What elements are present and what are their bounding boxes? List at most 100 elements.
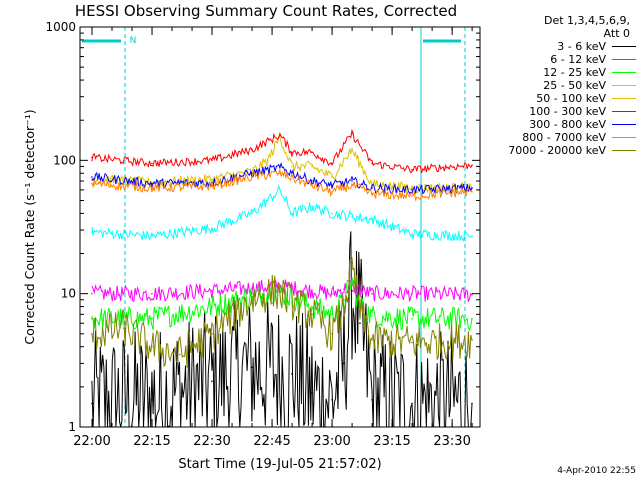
legend-entry: 100 - 300 keV: [486, 105, 636, 118]
y-tick-label: 100: [53, 153, 76, 167]
data-point: [411, 187, 413, 189]
legend-label: 7000 - 20000 keV: [508, 144, 606, 157]
data-point: [331, 162, 333, 165]
data-point: [371, 339, 373, 341]
legend-label: 12 - 25 keV: [543, 66, 606, 79]
data-point: [343, 362, 345, 365]
data-point: [91, 182, 93, 185]
legend-swatch: [612, 150, 636, 151]
legend-header-line-1: Det 1,3,4,5,6,9,: [543, 14, 630, 27]
y-tick-label: 1000: [45, 20, 76, 34]
data-point: [331, 333, 333, 335]
y-axis: 1 10 100 1000: [45, 20, 480, 434]
legend-label: 100 - 300 keV: [529, 105, 606, 118]
data-point: [151, 182, 153, 185]
data-point: [411, 168, 413, 171]
legend-label: 800 - 7000 keV: [522, 131, 606, 144]
x-tick-label: 22:00: [73, 434, 110, 449]
data-point: [311, 205, 313, 208]
legend-entry: 800 - 7000 keV: [486, 131, 636, 144]
x-axis: 22:00 22:15 22:30 22:45 23:00 23:15 23:30: [73, 27, 473, 449]
legend-swatch: [612, 59, 636, 60]
data-point: [351, 184, 353, 187]
legend-label: 3 - 6 keV: [557, 40, 606, 53]
data-point: [211, 380, 213, 383]
data-point: [279, 189, 281, 191]
data-point: [311, 290, 313, 292]
legend-swatch: [612, 98, 636, 99]
legend-label: 6 - 12 keV: [550, 53, 606, 66]
data-point: [279, 134, 281, 136]
data-point: [291, 165, 293, 168]
data-point: [279, 172, 281, 175]
y-tick-label: 10: [61, 287, 76, 301]
x-tick-label: 23:15: [373, 434, 410, 449]
data-point: [151, 235, 153, 237]
data-point: [91, 292, 93, 295]
series-line: [91, 169, 473, 202]
data-point: [371, 162, 373, 165]
data-point: [471, 235, 473, 237]
series-100-300keV: [91, 128, 473, 174]
data-point: [351, 149, 353, 151]
data-point: [311, 313, 313, 316]
data-point: [471, 164, 473, 166]
data-point: [471, 317, 473, 320]
data-point: [351, 267, 353, 270]
data-point: [123, 327, 125, 330]
data-point: [331, 212, 333, 215]
plot-frame: [79, 26, 481, 428]
legend-entry: 3 - 6 keV: [486, 40, 636, 53]
timestamp: 4-Apr-2010 22:55: [557, 466, 636, 476]
data-point: [331, 184, 333, 187]
legend-swatch: [612, 137, 636, 138]
data-point: [311, 180, 313, 182]
legend-swatch: [612, 111, 636, 112]
data-point: [311, 305, 313, 308]
data-point: [267, 159, 269, 162]
legend-label: 300 - 800 keV: [529, 118, 606, 131]
series-layer: [91, 128, 473, 429]
data-point: [371, 315, 373, 317]
data-point: [251, 149, 253, 151]
data-point: [351, 215, 353, 218]
series-line: [91, 256, 473, 368]
data-point: [471, 191, 473, 193]
data-point: [331, 292, 333, 295]
x-tick-label: 22:30: [193, 434, 230, 449]
legend-swatch: [612, 72, 636, 73]
data-point: [471, 402, 473, 405]
legend-entry: 7000 - 20000 keV: [486, 144, 636, 157]
data-point: [211, 290, 213, 292]
data-point: [279, 166, 281, 169]
data-point: [411, 195, 413, 197]
data-point: [91, 176, 93, 178]
data-point: [291, 373, 293, 375]
legend-swatch: [612, 46, 636, 47]
data-point: [331, 191, 333, 193]
data-point: [251, 212, 253, 215]
data-point: [91, 317, 93, 320]
data-point: [343, 288, 345, 291]
data-point: [311, 151, 313, 153]
data-point: [151, 317, 153, 320]
data-point: [291, 212, 293, 215]
data-point: [371, 292, 373, 295]
data-point: [311, 392, 313, 394]
data-point: [371, 193, 373, 195]
legend-label: 25 - 50 keV: [543, 79, 606, 92]
data-point: [275, 290, 277, 292]
data-point: [179, 353, 181, 356]
data-point: [351, 133, 353, 135]
data-point: [371, 399, 373, 401]
data-point: [251, 287, 253, 289]
data-point: [331, 399, 333, 401]
legend-entry: 25 - 50 keV: [486, 79, 636, 92]
data-point: [151, 399, 153, 401]
data-point: [411, 317, 413, 320]
legend-entry: 6 - 12 keV: [486, 53, 636, 66]
data-point: [211, 227, 213, 229]
data-point: [351, 180, 353, 182]
data-point: [291, 151, 293, 153]
